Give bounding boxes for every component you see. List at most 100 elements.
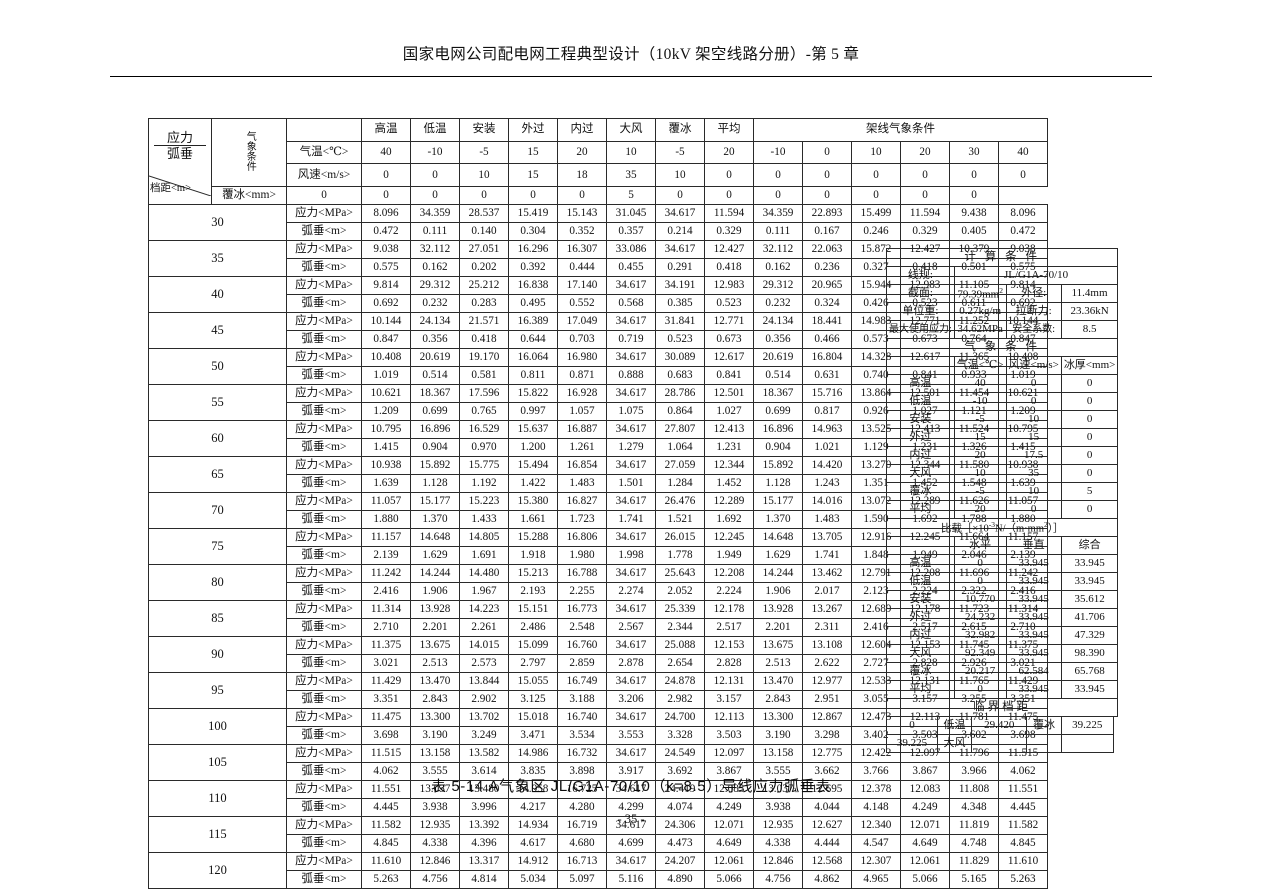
row-kind-sag: 弧垂<m>	[286, 690, 362, 710]
sag-value: 0.466	[802, 330, 852, 350]
stress-value: 13.267	[802, 600, 852, 620]
stress-value: 34.617	[606, 600, 656, 620]
sag-value: 0.514	[753, 366, 803, 386]
param-value: 10	[851, 140, 901, 165]
sag-value: 0.329	[704, 222, 754, 242]
weather-cell: 10	[1005, 410, 1062, 429]
sag-value: 3.249	[459, 726, 509, 746]
row-kind-sag: 弧垂<m>	[286, 870, 362, 890]
sag-value: 0.644	[508, 330, 558, 350]
row-kind-sag: 弧垂<m>	[286, 834, 362, 854]
stress-value: 24.134	[753, 312, 803, 332]
stress-value: 15.380	[508, 492, 558, 512]
stress-value: 22.063	[802, 240, 852, 260]
sag-value: 2.513	[753, 654, 803, 674]
stress-value: 16.804	[802, 348, 852, 368]
sag-value: 0.246	[851, 222, 901, 242]
stress-value: 12.775	[802, 744, 852, 764]
sag-value: 1.279	[606, 438, 656, 458]
span-label: 100	[148, 708, 287, 746]
param-value: 0	[286, 186, 362, 206]
table-row: 50 应力<MPa> 10.408 20.619 19.170 16.064 16.980 3…	[148, 348, 1048, 386]
sag-value: 1.243	[802, 474, 852, 494]
param-name-blank	[286, 118, 362, 142]
load-cell: 33.945	[1005, 608, 1062, 627]
diameter-value: 11.4mm	[1060, 284, 1119, 303]
param-value: 20	[557, 140, 607, 165]
stress-value: 20.965	[802, 276, 852, 296]
stress-value: 24.878	[655, 672, 705, 692]
sag-value: 2.017	[802, 582, 852, 602]
stress-value: 20.619	[410, 348, 460, 368]
stress-value: 16.827	[557, 492, 607, 512]
sag-value: 0.356	[410, 330, 460, 350]
sag-value: 2.951	[802, 690, 852, 710]
load-row: 平均 0 33.945 33.945	[886, 680, 1119, 699]
stress-value: 34.617	[606, 384, 656, 404]
stress-value: 13.928	[410, 600, 460, 620]
sag-value: 1.027	[704, 402, 754, 422]
row-kind-sag: 弧垂<m>	[286, 582, 362, 602]
wire-spec-label: 线规:	[886, 266, 955, 285]
sag-value: 2.843	[753, 690, 803, 710]
sag-value: 0.817	[802, 402, 852, 422]
max-stress-label: 最大使用应力:	[886, 320, 955, 339]
table-row: 30 应力<MPa> 8.096 34.359 28.537 15.419 15.143 31…	[148, 204, 1048, 242]
span-label: 115	[148, 816, 287, 854]
corner-denominator: 弧垂	[166, 146, 193, 162]
stress-value: 18.441	[802, 312, 852, 332]
table-row: 90 应力<MPa> 11.375 13.675 14.015 15.099 16.760 3…	[148, 636, 1048, 674]
stress-value: 15.419	[508, 204, 558, 224]
sag-value: 4.444	[802, 834, 852, 854]
sag-value: 2.416	[361, 582, 411, 602]
section-value-sup: 2	[999, 285, 1003, 295]
load-title-pre: 比载［×10	[940, 523, 989, 534]
stress-value: 24.549	[655, 744, 705, 764]
param-value: 30	[949, 140, 999, 165]
load-cell: 47.329	[1060, 626, 1119, 645]
calc-conditions-title: 计 算 条 件	[885, 248, 1119, 267]
stress-value: 34.617	[606, 456, 656, 476]
param-row: 覆冰<mm> 0 0 0 0 0 0 5 0 0 0 0 0 0 0	[149, 186, 1048, 206]
table-row: 弧垂<m> 2.139 1.629 1.691 1.918 1.980 1.998 1.778…	[149, 546, 1048, 566]
sag-value: 2.843	[410, 690, 460, 710]
load-cell: 33.945	[1005, 644, 1062, 663]
sag-value: 1.639	[361, 474, 411, 494]
critical-span-cell: 覆冰	[1026, 716, 1062, 736]
span-label: 70	[148, 492, 287, 530]
load-row: 高温 0 33.945 33.945	[886, 554, 1119, 573]
stress-value: 13.470	[410, 672, 460, 692]
stress-value: 22.893	[802, 204, 852, 224]
sag-value: 0.864	[655, 402, 705, 422]
stress-value: 32.112	[753, 240, 803, 260]
condition-header-2: 安装	[459, 118, 509, 142]
stress-value: 13.582	[459, 744, 509, 764]
param-value: 40	[998, 140, 1048, 165]
load-cell: 0	[953, 554, 1007, 573]
param-value: -10	[753, 140, 803, 165]
sag-value: 0.841	[704, 366, 754, 386]
row-kind-sag: 弧垂<m>	[286, 510, 362, 530]
sag-value: 1.949	[704, 546, 754, 566]
sag-value: 5.034	[508, 870, 558, 890]
stress-value: 25.339	[655, 600, 705, 620]
stress-value: 11.594	[704, 204, 754, 224]
load-cell: 平均	[886, 680, 955, 699]
weather-row: 高温 40 0 0	[886, 374, 1119, 393]
weather-cell: 低温	[886, 392, 955, 411]
stress-value: 16.296	[508, 240, 558, 260]
weather-header-cell: 冰厚<mm>	[1060, 356, 1119, 375]
stress-value: 16.760	[557, 636, 607, 656]
stress-value: 16.749	[557, 672, 607, 692]
param-value: 0	[704, 163, 754, 188]
sag-value: 2.710	[361, 618, 411, 638]
stress-value: 12.501	[704, 384, 754, 404]
load-cell: 33.945	[1060, 554, 1119, 573]
stress-value: 28.786	[655, 384, 705, 404]
weather-cell: 平均	[886, 500, 955, 519]
sag-value: 4.862	[802, 870, 852, 890]
stress-value: 11.057	[361, 492, 411, 512]
load-cell: 高温	[886, 554, 955, 573]
stress-value: 14.244	[753, 564, 803, 584]
calculation-conditions-panel: 计 算 条 件 线规: JL/G1A-70/10 截面: 79.39mm2 外径…	[885, 248, 1119, 754]
